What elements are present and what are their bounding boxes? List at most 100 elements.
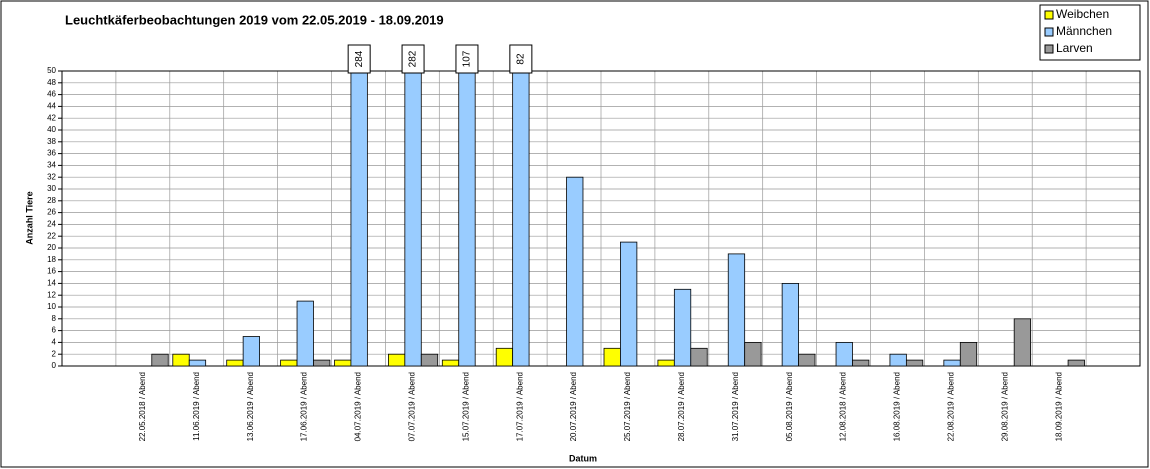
bar [1067,359,1085,367]
y-tick-label: 12 [47,290,56,299]
y-tick-label: 14 [47,279,56,288]
y-tick-label: 10 [47,302,56,311]
y-tick-label: 16 [47,267,56,276]
bar [889,353,907,367]
value-label-box [347,44,371,74]
x-tick-label: 16.08.2019 / Abend [893,372,902,441]
x-tick-label: 13.06.2019 / Abend [246,372,255,441]
legend [1039,4,1141,61]
bar [296,300,314,367]
x-tick-label: 05.08.2019 / Abend [785,372,794,441]
y-tick-label: 34 [47,161,56,170]
bar [959,341,978,367]
bar [387,353,406,367]
bar [334,359,352,367]
y-tick-label: 40 [47,125,56,134]
value-label: 107 [462,50,473,67]
bar [852,359,870,367]
x-tick-label: 20.07.2019 / Abend [569,372,578,441]
legend-label: Weibchen [1056,7,1109,21]
y-tick-label: 32 [47,172,56,181]
bar [744,341,762,367]
y-tick-label: 24 [47,220,56,229]
bar [226,359,244,367]
bar [835,341,853,367]
y-tick-label: 26 [47,208,56,217]
value-label-box [455,44,479,74]
legend-swatch [1044,27,1054,37]
bar [620,241,638,367]
y-tick-label: 38 [47,137,56,146]
y-tick-label: 42 [47,113,56,122]
value-label-box [401,44,425,74]
bar [350,71,368,367]
bar [188,359,207,367]
bar [420,353,439,367]
bar [566,176,584,367]
x-tick-label: 22.08.2019 / Abend [946,372,955,441]
bars [151,71,1085,367]
x-tick-label: 12.08.2018 / Abend [839,372,848,441]
bar [495,347,514,367]
x-tick-label: 22.05.2018 / Abend [138,372,147,441]
y-tick-label: 30 [47,184,56,193]
x-tick-label: 17.06.2019 / Abend [300,372,309,441]
x-tick-label: 04.07.2019 / Abend [354,372,363,441]
y-tick-label: 28 [47,196,56,205]
y-tick-label: 2 [52,349,57,358]
x-axis-label: Datum [569,453,597,463]
x-tick-label: 28.07.2019 / Abend [677,372,686,441]
bar [727,253,746,367]
x-tick-label: 07.07.2019 / Abend [407,372,416,441]
bar [603,347,621,367]
y-tick-label: 6 [52,326,57,335]
x-tick-label: 29.08.2019 / Abend [1000,372,1009,441]
x-tick-label: 18.09.2019 / Abend [1054,372,1063,441]
bar [690,347,708,367]
x-tick-label: 17.07.2019 / Abend [515,372,524,441]
y-tick-label: 48 [47,78,56,87]
legend-label: Männchen [1056,24,1112,38]
legend-swatch [1044,10,1054,20]
y-tick-label: 8 [52,314,57,323]
bar [905,359,924,367]
y-tick-label: 36 [47,149,56,158]
bar [1013,318,1032,367]
legend-label: Larven [1056,41,1093,55]
bar [242,336,260,367]
x-tick-label: 11.06.2019 / Abend [192,372,201,441]
value-label-box [509,44,533,74]
x-tick-label: 25.07.2019 / Abend [623,372,632,441]
bar [781,282,799,367]
y-tick-label: 20 [47,243,56,252]
value-label: 282 [408,50,419,67]
y-tick-label: 50 [47,66,56,75]
y-tick-label: 22 [47,231,56,240]
bar [441,359,460,367]
bar [280,359,298,367]
value-label: 82 [515,53,526,65]
bar [657,359,675,367]
y-tick-label: 44 [47,102,56,111]
bar [673,288,692,367]
y-tick-label: 18 [47,255,56,264]
chart-title: Leuchtkäferbeobachtungen 2019 vom 22.05.… [65,12,444,27]
y-tick-label: 0 [52,361,57,370]
bar [313,359,331,367]
bar [172,353,190,367]
bar [404,71,422,367]
bar [943,359,961,367]
y-axis-label: Anzahl Tiere [24,191,34,244]
x-tick-label: 15.07.2019 / Abend [461,372,470,441]
plot-border [61,70,1141,367]
y-tick-label: 46 [47,90,56,99]
x-tick-label: 31.07.2019 / Abend [731,372,740,441]
bar [798,353,816,367]
y-tick-label: 4 [52,338,57,347]
bar [151,353,169,367]
value-label: 284 [354,50,365,67]
legend-swatch [1044,44,1054,54]
bar [512,71,530,367]
bar [458,71,476,367]
